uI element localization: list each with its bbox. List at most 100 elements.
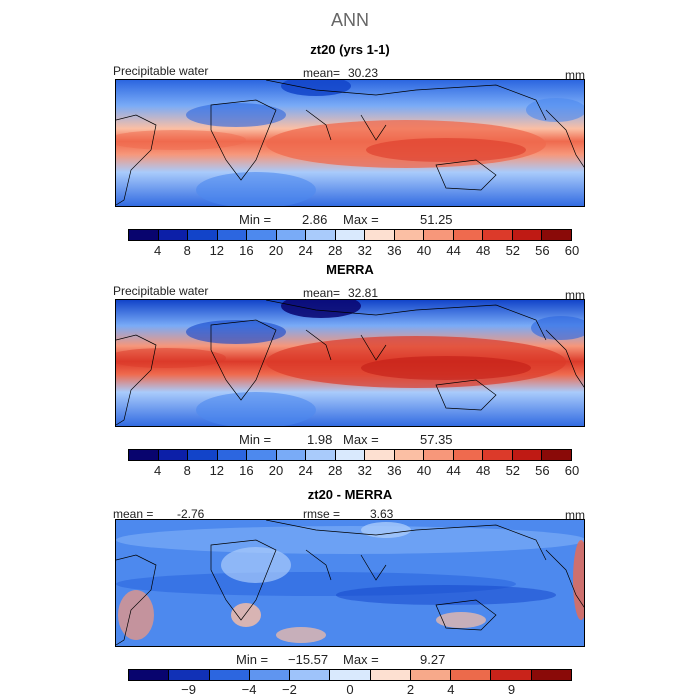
- colorbar-tick-label: 56: [535, 463, 550, 478]
- colorbar-tick-label: 60: [564, 243, 580, 258]
- colorbar-swatch: [483, 230, 513, 240]
- panel-3-map: [115, 519, 585, 647]
- colorbar-tick-label: 28: [327, 243, 343, 258]
- colorbar-tick-label: 40: [416, 463, 432, 478]
- panel-1-min-label: Min =: [239, 212, 272, 227]
- panel-2-max-value: 57.35: [420, 432, 453, 447]
- colorbar-swatch: [158, 230, 189, 240]
- colorbar-swatch: [129, 670, 170, 680]
- colorbar-swatch: [158, 450, 189, 460]
- colorbar-swatch: [290, 670, 331, 680]
- colorbar-swatch: [217, 230, 248, 240]
- panel-2-colorbar-ticks: 4 8 12 16 20 24 28 32 36 40 44 48 52 56 60: [128, 463, 579, 479]
- colorbar-tick-label: 12: [209, 243, 225, 258]
- colorbar-swatch: [512, 230, 543, 240]
- colorbar-swatch: [491, 670, 532, 680]
- colorbar-tick-label: 32: [357, 243, 373, 258]
- colorbar-tick-label: 36: [387, 463, 402, 478]
- panel-2-max-label: Max =: [343, 432, 379, 447]
- colorbar-swatch: [365, 450, 395, 460]
- panel-1-mean-label: mean=: [303, 66, 341, 80]
- panel-1-max-value: 51.25: [420, 212, 453, 227]
- panel-3-colorbar: [128, 669, 572, 681]
- colorbar-swatch: [424, 230, 454, 240]
- panel-2-mean-label: mean=: [303, 286, 341, 300]
- colorbar-tick-label: 44: [446, 243, 461, 258]
- colorbar-tick-label: 24: [298, 243, 313, 258]
- colorbar-tick-label: 40: [416, 243, 432, 258]
- panel-3-unit: mm: [565, 508, 585, 522]
- panel-2-variable-label: Precipitable water: [113, 284, 209, 298]
- panel-1-variable-label: Precipitable water: [113, 64, 209, 78]
- colorbar-swatch: [335, 230, 366, 240]
- panel-1-colorbar: [128, 229, 572, 241]
- colorbar-swatch: [394, 230, 425, 240]
- colorbar-tick-label: 28: [327, 463, 343, 478]
- colorbar-tick-label: −4: [241, 682, 257, 697]
- colorbar-tick-label: 20: [268, 243, 284, 258]
- colorbar-swatch: [129, 450, 159, 460]
- colorbar-swatch: [306, 230, 336, 240]
- panel-2-colorbar: [128, 449, 572, 461]
- colorbar-swatch: [209, 670, 250, 680]
- colorbar-swatch: [306, 450, 336, 460]
- panel-1-unit: mm: [565, 68, 585, 82]
- panel-3-rmse-value: 3.63: [370, 507, 394, 521]
- colorbar-swatch: [453, 450, 484, 460]
- colorbar-tick-label: 32: [357, 463, 373, 478]
- panel-3-mean-label: mean =: [113, 507, 154, 521]
- colorbar-swatch: [394, 450, 425, 460]
- colorbar-swatch: [542, 450, 571, 460]
- colorbar-tick-label: 48: [475, 243, 491, 258]
- colorbar-tick-label: −9: [181, 682, 196, 697]
- colorbar-swatch: [129, 230, 159, 240]
- colorbar-tick-label: 60: [564, 463, 580, 478]
- panel-1-mean-value: 30.23: [348, 66, 379, 80]
- panel-3-max-label: Max =: [343, 652, 379, 667]
- colorbar-tick-label: 9: [507, 682, 516, 697]
- panel-3-colorbar-ticks: −9 −4 −2 0 2 4 9: [128, 682, 572, 698]
- colorbar-swatch: [169, 670, 210, 680]
- colorbar-swatch: [276, 450, 307, 460]
- colorbar-tick-label: 4: [447, 682, 455, 697]
- colorbar-swatch: [276, 230, 307, 240]
- colorbar-tick-label: 52: [505, 463, 521, 478]
- colorbar-swatch: [424, 450, 454, 460]
- colorbar-tick-label: −2: [282, 682, 297, 697]
- panel-2-min-value: 1.98: [307, 432, 333, 447]
- colorbar-tick-label: 8: [183, 243, 191, 258]
- colorbar-tick-label: 48: [475, 463, 491, 478]
- colorbar-tick-label: 20: [268, 463, 284, 478]
- colorbar-swatch: [483, 450, 513, 460]
- colorbar-tick-label: 52: [505, 243, 521, 258]
- colorbar-swatch: [365, 230, 395, 240]
- colorbar-swatch: [370, 670, 411, 680]
- panel-2-map: [115, 299, 585, 427]
- colorbar-swatch: [512, 450, 543, 460]
- colorbar-swatch: [330, 670, 371, 680]
- colorbar-tick-label: 2: [406, 682, 415, 697]
- panel-1-map: [115, 79, 585, 207]
- colorbar-swatch: [188, 230, 218, 240]
- colorbar-tick-label: 16: [239, 463, 254, 478]
- colorbar-swatch: [531, 670, 571, 680]
- colorbar-tick-label: 16: [239, 243, 254, 258]
- panel-2-heading: MERRA: [326, 262, 374, 277]
- colorbar-swatch: [453, 230, 484, 240]
- colorbar-tick-label: 36: [387, 243, 402, 258]
- colorbar-tick-label: 12: [209, 463, 225, 478]
- colorbar-swatch: [410, 670, 452, 680]
- colorbar-swatch: [249, 670, 291, 680]
- colorbar-swatch: [247, 230, 277, 240]
- colorbar-swatch: [451, 670, 492, 680]
- panel-2-unit: mm: [565, 288, 585, 302]
- colorbar-swatch: [542, 230, 571, 240]
- colorbar-swatch: [217, 450, 248, 460]
- panel-3-min-label: Min =: [236, 652, 269, 667]
- colorbar-tick-label: 0: [346, 682, 354, 697]
- colorbar-tick-label: 44: [446, 463, 461, 478]
- panel-1-max-label: Max =: [343, 212, 379, 227]
- figure-title: ANN: [330, 10, 369, 30]
- panel-1-colorbar-ticks: 4 8 12 16 20 24 28 32 36 40 44 48 52 56 60: [128, 243, 579, 259]
- colorbar-tick-label: 8: [183, 463, 191, 478]
